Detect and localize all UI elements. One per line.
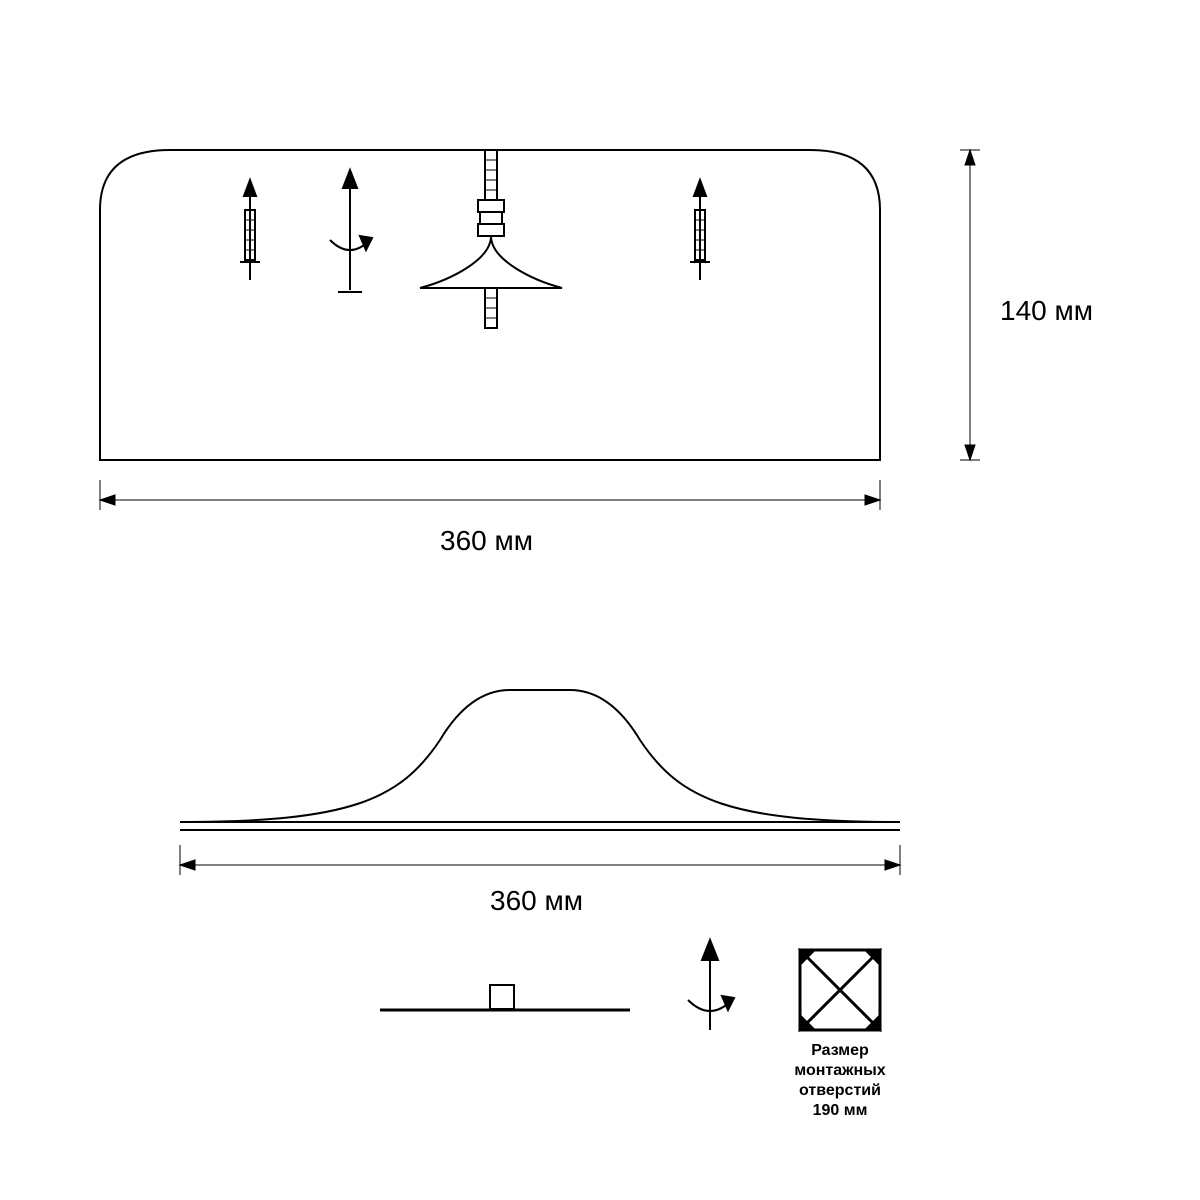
dim-width-top — [100, 480, 880, 510]
center-fitting-icon — [420, 150, 562, 328]
side-view: 360 мм — [180, 690, 900, 916]
dim-width-side — [180, 845, 900, 875]
assembly-row: Размер монтажных отверстий 190 мм — [380, 940, 886, 1119]
mounting-caption-4: 190 мм — [813, 1102, 868, 1119]
mounting-caption-3: отверстий — [799, 1082, 881, 1099]
mounting-caption-1: Размер — [811, 1042, 869, 1059]
rotation-arrow-left-icon — [330, 170, 372, 292]
right-screw-icon — [690, 180, 710, 280]
mounting-caption-2: монтажных — [794, 1062, 885, 1079]
dim-height — [960, 150, 980, 460]
mounting-box-icon — [800, 950, 880, 1030]
small-block-icon — [490, 985, 514, 1009]
technical-drawing: 140 мм 360 мм 360 мм — [0, 0, 1200, 1200]
dim-height-label: 140 мм — [1000, 295, 1093, 326]
dim-width-top-label: 360 мм — [440, 525, 533, 556]
dim-width-side-label: 360 мм — [490, 885, 583, 916]
left-screw-icon — [240, 180, 260, 280]
rotation-arrow-bottom-icon — [688, 940, 734, 1030]
top-view: 140 мм 360 мм — [100, 150, 1093, 556]
